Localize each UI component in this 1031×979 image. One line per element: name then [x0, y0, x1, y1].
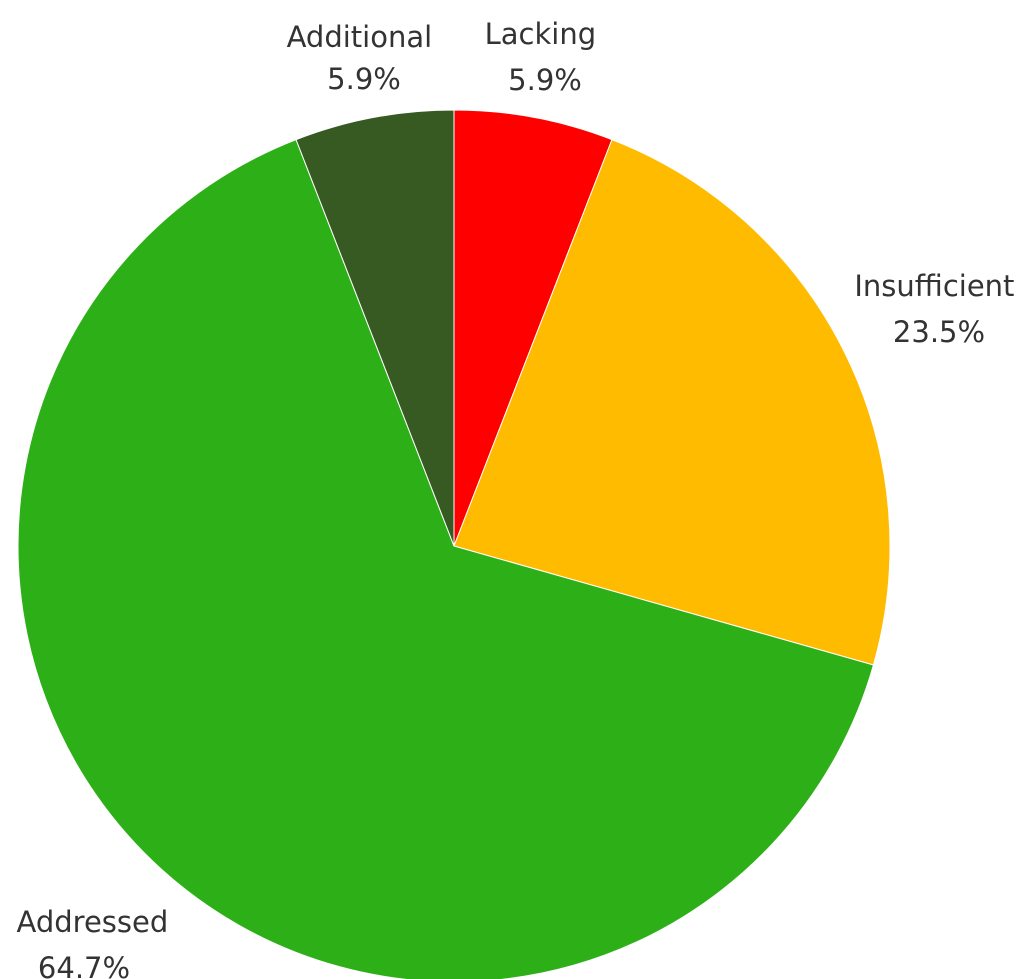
slice-label-lacking: Lacking 5.9% [485, 17, 606, 97]
pie-slice-addressed [17, 138, 875, 979]
slice-name-additional: Additional [287, 20, 433, 54]
slice-value-insufficient: 23.5% [893, 315, 985, 349]
pie-slice-insufficient [453, 138, 891, 666]
slice-value-lacking: 5.9% [508, 63, 582, 97]
slice-name-insufficient: Insufficient [854, 269, 1014, 303]
pie-slice-additional [295, 109, 455, 547]
slice-value-additional: 5.9% [327, 62, 401, 96]
slice-label-insufficient: Insufficient 23.5% [854, 269, 1023, 349]
slice-value-addressed: 64.7% [38, 951, 130, 979]
slice-name-lacking: Lacking [485, 17, 597, 51]
pie-slice-lacking [453, 109, 613, 547]
slice-label-addressed: Addressed 64.7% [17, 905, 178, 979]
pie-slices [17, 109, 891, 979]
slice-name-addressed: Addressed [17, 905, 169, 939]
pie-labels: Lacking 5.9% Insufficient 23.5% Addresse… [17, 17, 1023, 979]
slice-label-additional: Additional 5.9% [287, 20, 442, 96]
